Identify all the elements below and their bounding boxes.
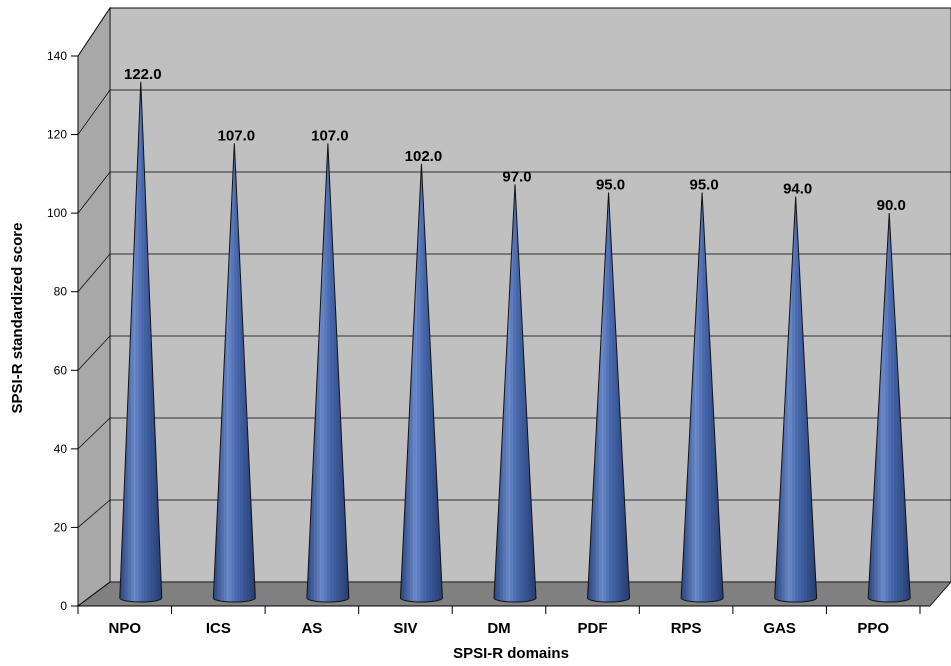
grid-line-side (77, 499, 111, 528)
cone-bar (306, 143, 350, 603)
cone-texture (681, 192, 724, 602)
y-tick-label: 100 (47, 206, 67, 220)
data-label: 97.0 (502, 168, 531, 185)
data-label: 107.0 (218, 127, 256, 144)
x-axis-title: SPSI-R domains (453, 645, 569, 662)
cone-bar (774, 196, 818, 603)
grid-line-side (77, 417, 111, 450)
x-tick-label: PPO (857, 620, 889, 637)
cone-bar (587, 192, 631, 603)
cone-bar (680, 192, 724, 603)
y-tick-label: 80 (54, 285, 68, 299)
y-tick-label: 40 (54, 442, 68, 456)
y-tick-label: 60 (54, 363, 68, 377)
data-label: 90.0 (877, 197, 906, 214)
cone-bar (867, 212, 911, 603)
x-tick-label: ICS (206, 620, 231, 637)
cone-texture (494, 184, 536, 603)
grid-line-side (77, 7, 111, 57)
cone-texture (587, 192, 630, 602)
y-tick-label: 0 (60, 599, 67, 613)
cone-texture (400, 163, 443, 603)
cone-texture (774, 196, 817, 602)
x-tick-label: SIV (393, 620, 417, 637)
grid-line-side (77, 171, 111, 214)
grid-line-side (77, 253, 111, 292)
data-label: 95.0 (596, 177, 625, 194)
grid-line-side (77, 89, 111, 135)
bars (119, 81, 911, 603)
grid-line-side (77, 581, 111, 607)
grid-lines (77, 7, 951, 607)
value-labels: 122.0 107.0 107.0 102.0 97.0 95.0 95.0 94.0 90.0 (124, 66, 906, 214)
cone-texture (213, 143, 256, 603)
cone-bar (212, 143, 256, 603)
y-tick-label: 120 (47, 128, 67, 142)
data-label: 94.0 (783, 181, 812, 198)
y-axis-title: SPSI-R standardized score (9, 223, 26, 414)
side-wall (77, 6, 111, 607)
grid-line-side (77, 335, 111, 371)
x-tick-label: RPS (671, 620, 702, 637)
x-tick-label: NPO (109, 620, 142, 637)
cone-texture (119, 81, 162, 602)
y-axis: 0 20 40 60 80 100 120 140 (47, 49, 79, 613)
cone-bar (119, 81, 163, 603)
data-label: 107.0 (311, 127, 349, 144)
cone-bar (493, 184, 537, 603)
x-tick-label: DM (487, 620, 510, 637)
cone-texture (306, 143, 349, 602)
y-tick-label: 140 (47, 49, 67, 63)
x-tick-label: AS (301, 620, 322, 637)
x-axis: NPO ICS AS SIV DM PDF RPS GAS PPO (77, 605, 930, 637)
cone-texture (868, 213, 911, 602)
data-label: 102.0 (405, 148, 443, 165)
y-tick-label: 20 (54, 520, 68, 534)
x-tick-label: GAS (763, 620, 796, 637)
data-label: 122.0 (124, 66, 162, 83)
data-label: 95.0 (690, 177, 719, 194)
x-tick-label: PDF (578, 620, 608, 637)
cone-bar (399, 163, 443, 603)
plot-area: 0 20 40 60 80 100 120 140 NPO ICS AS SIV DM PDF RPS GA… (47, 6, 951, 637)
